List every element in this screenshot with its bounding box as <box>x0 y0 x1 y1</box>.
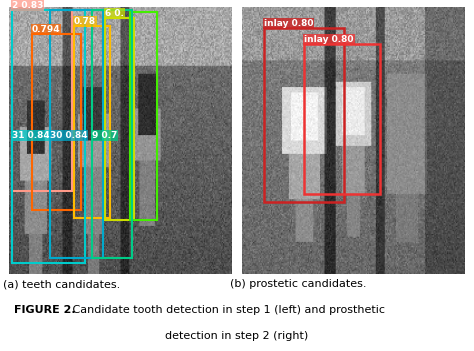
Bar <box>130 12 156 220</box>
Text: 6 0.: 6 0. <box>105 9 124 18</box>
Text: (a) teeth candidates.: (a) teeth candidates. <box>3 279 120 289</box>
Text: detection in step 2 (right): detection in step 2 (right) <box>165 331 309 340</box>
Text: inlay 0.80: inlay 0.80 <box>304 35 354 44</box>
Bar <box>92 10 132 258</box>
Text: 9 0.7: 9 0.7 <box>92 131 117 140</box>
Bar <box>74 26 109 218</box>
Bar <box>264 28 344 202</box>
Text: inlay 0.80: inlay 0.80 <box>264 19 313 28</box>
Text: 31 0.84: 31 0.84 <box>12 131 49 140</box>
Bar <box>12 10 72 191</box>
Text: 30 0.84: 30 0.84 <box>50 131 87 140</box>
Bar <box>304 44 380 194</box>
Bar <box>50 10 103 258</box>
Text: Candidate tooth detection in step 1 (left) and prosthetic: Candidate tooth detection in step 1 (lef… <box>69 305 385 315</box>
Bar <box>12 10 85 263</box>
Text: 2 0.83: 2 0.83 <box>12 1 43 10</box>
Text: 0.794: 0.794 <box>32 25 60 34</box>
Text: FIGURE 2.: FIGURE 2. <box>14 305 76 315</box>
Bar <box>32 34 81 210</box>
Text: 0.78: 0.78 <box>74 17 96 26</box>
Text: (b) prostetic candidates.: (b) prostetic candidates. <box>230 279 367 289</box>
Bar <box>105 18 134 220</box>
